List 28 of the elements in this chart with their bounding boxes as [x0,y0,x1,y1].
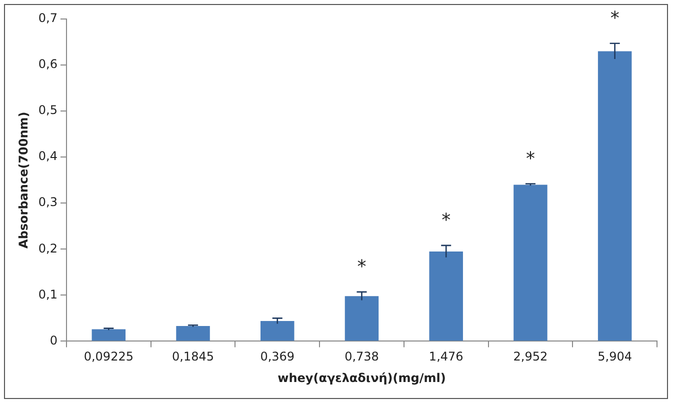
x-tick-label: 2,952 [513,350,548,364]
bar [429,251,463,341]
bar [344,296,379,341]
y-tick-label: 0,2 [38,241,58,256]
y-tick-label: 0,5 [38,103,58,118]
y-tick-label: 0 [50,333,58,348]
y-tick-label: 0,6 [38,57,58,72]
y-tick-label: 0,3 [38,195,58,210]
y-tick-label: 0,7 [38,11,58,26]
bar [598,51,632,341]
annotation: * [610,8,620,30]
x-tick-label: 0,738 [344,350,379,364]
bar [92,329,126,341]
annotation: * [357,256,366,278]
x-tick-label: 0,09225 [84,350,134,364]
x-tick-label: 0,369 [260,350,295,364]
bar [514,184,548,341]
x-axis-title: whey(αγελαδινή)(mg/ml) [278,370,446,385]
x-tick-label: 5,904 [598,350,632,364]
x-tick-label: 1,476 [428,350,464,364]
annotation: * [526,148,535,170]
bar [176,326,210,341]
annotation: * [442,210,451,232]
y-axis-title: Absorbance(700nm) [16,112,30,248]
y-tick-label: 0,1 [38,287,58,302]
y-tick-label: 0,4 [38,149,58,164]
x-tick-label: 0,1845 [172,350,214,364]
bar [260,320,294,341]
